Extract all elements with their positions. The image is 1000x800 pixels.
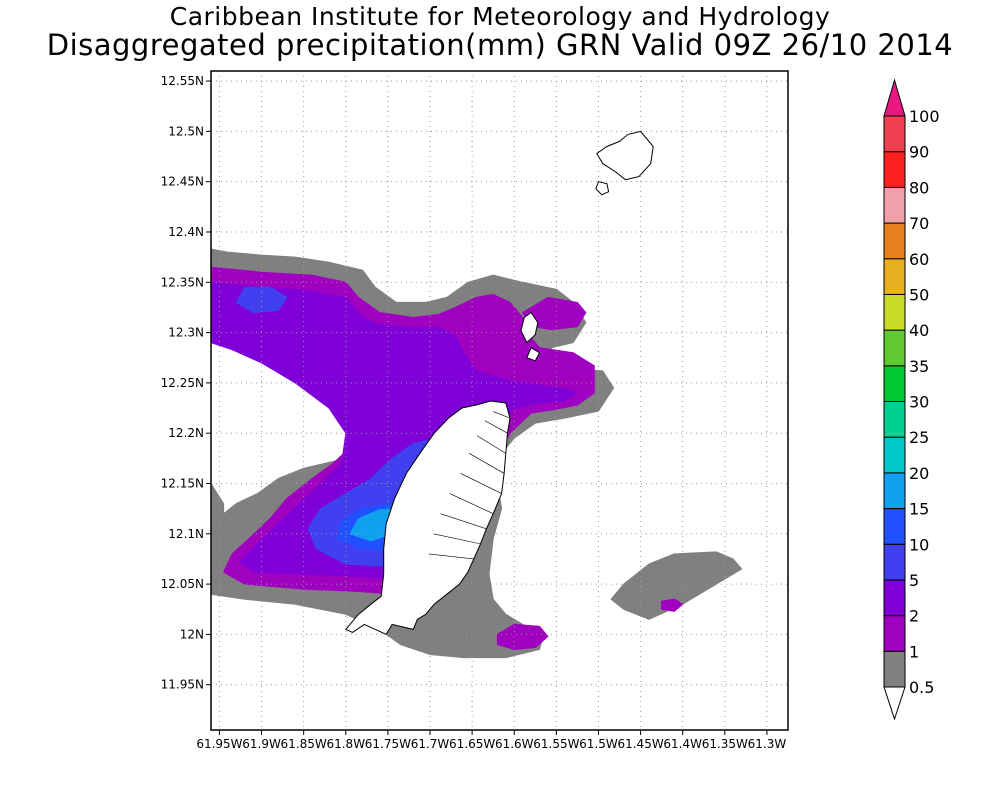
colorbar-swatch-80 [883,151,906,188]
colorbar-label-80: 80 [909,178,929,197]
x-tick-label-9: 61.5W [579,737,618,751]
x-tick-label-10: 61.45W [617,737,663,751]
grenada-boundary-8 [433,533,481,545]
colorbar-label-2: 2 [909,607,919,626]
grenada-boundary-0 [498,401,506,404]
colorbar-swatch-1 [883,615,906,652]
colorbar-swatch-20 [883,436,906,474]
colorbar-swatch-15 [883,472,906,510]
colorbar-label-70: 70 [909,214,929,233]
colorbar-label-15: 15 [909,500,929,519]
colorbar-label-0_5: 0.5 [909,678,934,697]
y-tick-label-5: 12.2N [168,426,204,440]
x-tick-label-7: 61.6W [495,737,534,751]
colorbar-swatch-40 [883,293,906,331]
colorbar-swatch-5 [883,543,906,581]
grenada-boundary-6 [449,493,494,514]
x-tick-label-4: 61.75W [365,737,411,751]
colorbar-label-40: 40 [909,321,929,340]
x-tick-label-3: 61.8W [326,737,365,751]
grenada-island [344,400,511,636]
colorbar-label-20: 20 [909,464,929,483]
grenada-boundary-5 [460,473,502,494]
carriacou-island [596,130,654,181]
x-tick-label-12: 61.35W [702,737,748,751]
y-tick-label-10: 12.45N [161,175,204,189]
y-tick-label-6: 12.25N [161,376,204,390]
y-tick-label-3: 12.1N [168,527,204,541]
colorbar-label-25: 25 [909,428,929,447]
colorbar-label-1: 1 [909,642,919,661]
grenada-boundary-3 [477,435,506,454]
caille-island-island [526,346,541,362]
ronde-island-island [520,311,539,344]
y-tick-label-0: 11.95N [161,678,204,692]
colorbar-swatch-50 [883,258,906,295]
colorbar-label-100: 100 [909,107,940,126]
x-tick-label-0: 61.95W [196,737,242,751]
precip-area-0_5mm-2 [610,551,743,620]
plot-frame [210,70,789,731]
y-tick-label-9: 12.4N [168,225,204,239]
y-tick-label-2: 12.05N [161,577,204,591]
precip-area-1mm-3 [496,623,549,651]
colorbar-swatch-2 [883,579,906,617]
colorbar-swatch-70 [883,186,906,224]
colorbar-label-50: 50 [909,285,929,304]
colorbar-swatch-0_5 [883,650,906,688]
colorbar-swatch-60 [883,222,906,260]
petite-martinique-island [595,181,610,196]
colorbar-swatch-90 [883,115,906,153]
colorbar-swatch-10 [883,508,906,545]
x-tick-label-13: 61.3W [748,737,787,751]
colorbar-label-60: 60 [909,250,929,269]
y-tick-label-11: 12.5N [168,124,204,138]
grenada-boundary-9 [428,553,474,560]
colorbar-label-5: 5 [909,571,919,590]
y-tick-label-8: 12.35N [161,275,204,289]
colorbar-over-triangle [883,78,906,117]
y-tick-label-1: 12N [180,627,204,641]
colorbar-swatch-30 [883,365,906,402]
grenada-boundary-7 [440,513,487,530]
colorbar-swatch-35 [883,329,906,367]
grenada-boundary-2 [484,420,508,434]
x-tick-label-1: 61.9W [242,737,281,751]
grenada-boundary-4 [469,453,505,474]
y-tick-label-4: 12.15N [161,477,204,491]
colorbar-label-90: 90 [909,143,929,162]
y-tick-label-7: 12.3N [168,326,204,340]
chart-subtitle: Disaggregated precipitation(mm) GRN Vali… [46,28,954,62]
colorbar-swatch-25 [883,401,906,438]
x-tick-label-8: 61.55W [533,737,579,751]
grenada-boundary-1 [493,411,511,419]
chart-title: Caribbean Institute for Meteorology and … [169,2,831,31]
precip-area-1mm-4 [661,598,684,612]
x-tick-label-5: 61.7W [411,737,450,751]
x-tick-label-2: 61.85W [281,737,327,751]
y-tick-label-12: 12.55N [161,74,204,88]
colorbar-label-35: 35 [909,357,929,376]
colorbar-under-triangle [883,686,906,721]
x-tick-label-11: 61.4W [663,737,702,751]
x-tick-label-6: 61.65W [449,737,495,751]
colorbar-label-30: 30 [909,393,929,412]
colorbar-label-10: 10 [909,535,929,554]
precip-area-0_5mm-3 [211,482,225,545]
precip-area-5mm-1 [235,286,288,314]
